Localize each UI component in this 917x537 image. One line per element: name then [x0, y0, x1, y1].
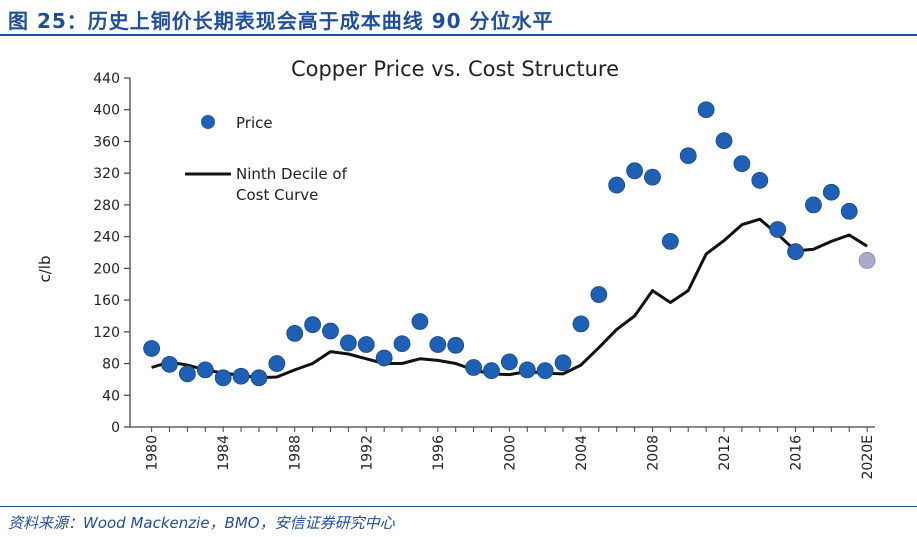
- cost-curve-series: [151, 217, 868, 380]
- y-axis-label: c/lb: [36, 256, 54, 283]
- x-tick-label: 2004: [574, 435, 590, 471]
- header-rule: [0, 34, 917, 36]
- price-point: [608, 176, 626, 194]
- price-point: [822, 183, 840, 201]
- x-tick-label: 1996: [431, 435, 447, 471]
- cost-curve-line: [151, 217, 868, 380]
- legend-cost-label-line1: Ninth Decile of: [236, 165, 348, 183]
- price-point: [161, 355, 178, 373]
- figure-caption: 图 25：历史上铜价长期表现会高于成本曲线 90 分位水平: [8, 9, 554, 33]
- footer-rule: [0, 506, 917, 507]
- price-point: [644, 168, 661, 186]
- price-point: [536, 362, 554, 380]
- price-point: [465, 359, 482, 376]
- price-point: [679, 147, 697, 165]
- legend-price-marker: [201, 115, 215, 129]
- y-tick-label: 200: [93, 261, 120, 277]
- price-point: [626, 162, 643, 180]
- price-point: [357, 336, 375, 353]
- y-tick-label: 400: [93, 103, 120, 119]
- price-point: [697, 101, 715, 119]
- price-point: [268, 355, 286, 372]
- x-tick-label: 2008: [645, 435, 661, 471]
- price-point: [590, 286, 608, 303]
- x-tick-label: 2020E: [860, 435, 876, 479]
- price-point: [375, 349, 393, 367]
- price-point: [805, 196, 822, 214]
- y-tick-label: 360: [93, 134, 120, 150]
- price-point: [143, 340, 161, 357]
- y-tick-label: 160: [93, 293, 120, 309]
- y-tick-label: 440: [93, 71, 120, 87]
- price-point: [429, 336, 447, 353]
- x-tick-label: 2012: [717, 435, 733, 471]
- price-point: [572, 315, 590, 333]
- price-point: [393, 335, 411, 353]
- price-point: [787, 243, 804, 261]
- chart-title: Copper Price vs. Cost Structure: [291, 57, 619, 81]
- price-point: [214, 369, 232, 387]
- x-tick-label: 2000: [502, 435, 518, 471]
- price-point: [715, 132, 733, 150]
- y-tick-label: 40: [102, 388, 120, 404]
- y-tick-label: 80: [102, 357, 120, 373]
- price-point: [500, 353, 518, 371]
- price-point: [339, 334, 357, 352]
- price-point: [769, 221, 787, 238]
- price-point: [286, 325, 304, 342]
- x-tick-label: 1988: [288, 435, 304, 471]
- copper-price-chart: Copper Price vs. Cost Structure c/lb 0 40…: [36, 57, 876, 479]
- price-point: [250, 369, 268, 387]
- x-tick-label: 2016: [789, 435, 805, 471]
- legend-cost-label-line2: Cost Curve: [236, 186, 318, 204]
- price-point: [840, 202, 858, 220]
- axes: 0 40 80 120 160 200 240 280 320 360 400 440 1980 1984…: [93, 71, 876, 479]
- price-point: [554, 354, 572, 372]
- price-point: [232, 367, 250, 385]
- price-point: [304, 316, 322, 334]
- y-tick-label: 240: [93, 230, 120, 246]
- price-point: [733, 155, 751, 173]
- legend-price-label: Price: [236, 114, 273, 132]
- price-point: [518, 361, 536, 379]
- price-point: [196, 361, 214, 379]
- legend: Price Ninth Decile of Cost Curve: [185, 114, 348, 204]
- price-point: [447, 336, 465, 354]
- source-note: 资料来源：Wood Mackenzie，BMO，安信证券研究中心: [8, 514, 395, 532]
- y-tick-label: 0: [111, 420, 120, 436]
- price-point: [483, 362, 500, 380]
- price-point: [322, 322, 339, 340]
- y-tick-label: 120: [93, 325, 120, 341]
- price-estimate-point: [858, 252, 876, 269]
- price-point: [661, 232, 679, 250]
- x-tick-label: 1984: [216, 435, 232, 471]
- price-point: [751, 171, 769, 189]
- x-tick-label: 1992: [359, 435, 375, 471]
- price-series: [143, 101, 876, 387]
- price-point: [179, 365, 196, 383]
- price-point: [411, 313, 429, 330]
- x-tick-label: 1980: [145, 435, 161, 471]
- y-tick-label: 320: [93, 166, 120, 182]
- y-tick-label: 280: [93, 198, 120, 214]
